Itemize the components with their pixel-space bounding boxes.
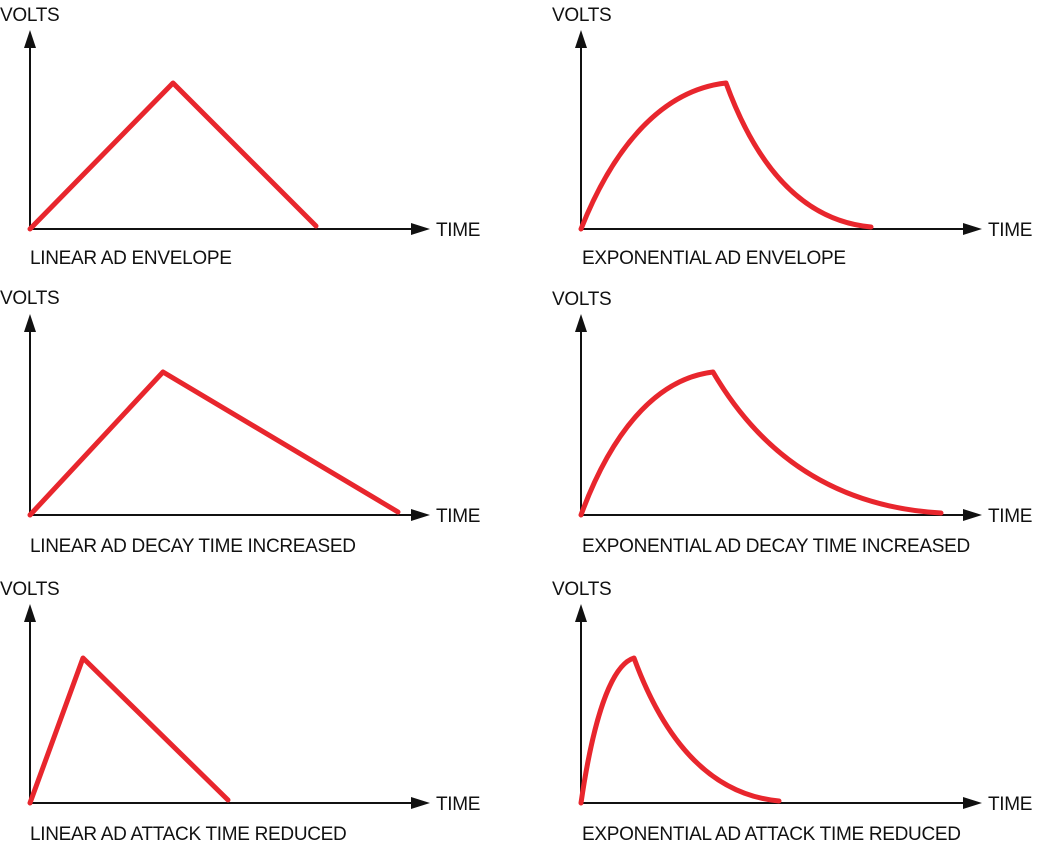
x-axis-label: TIME	[988, 220, 1032, 241]
envelope-curve	[578, 655, 782, 806]
x-axis-label: TIME	[988, 506, 1032, 527]
envelope-curve	[578, 369, 944, 518]
x-axis-arrow-icon	[963, 509, 982, 521]
x-axis-arrow-icon	[963, 797, 982, 809]
x-axis-label: TIME	[436, 220, 480, 241]
panel-caption: EXPONENTIAL AD ENVELOPE	[582, 248, 846, 269]
y-axis-label: VOLTS	[0, 5, 59, 26]
panel-caption: LINEAR AD DECAY TIME INCREASED	[30, 536, 356, 557]
envelope-curve	[27, 369, 401, 518]
panel-linear-ad-decay-time-increased: VOLTS TIME LINEAR AD DECAY TIME INCREASE…	[0, 288, 480, 557]
y-axis-label: VOLTS	[0, 288, 59, 309]
envelope-curve	[27, 655, 231, 806]
panel-caption: EXPONENTIAL AD DECAY TIME INCREASED	[582, 536, 970, 557]
y-axis-arrow-icon	[575, 314, 587, 332]
x-axis-arrow-icon	[411, 797, 430, 809]
panel-exponential-ad-envelope: VOLTS TIME EXPONENTIAL AD ENVELOPE	[552, 5, 1032, 269]
panel-exponential-ad-attack-time-reduced: VOLTS TIME EXPONENTIAL AD ATTACK TIME RE…	[552, 579, 1032, 845]
x-axis-label: TIME	[436, 506, 480, 527]
panel-caption: LINEAR AD ENVELOPE	[30, 248, 232, 269]
panel-exponential-ad-decay-time-increased: VOLTS TIME EXPONENTIAL AD DECAY TIME INC…	[552, 289, 1032, 557]
panel-linear-ad-envelope: VOLTS TIME LINEAR AD ENVELOPE	[0, 5, 480, 269]
x-axis-label: TIME	[988, 794, 1032, 815]
envelope-curve	[578, 80, 874, 232]
y-axis-arrow-icon	[24, 314, 36, 332]
x-axis-label: TIME	[436, 794, 480, 815]
envelope-curve	[27, 80, 319, 232]
y-axis-arrow-icon	[24, 604, 36, 622]
x-axis-arrow-icon	[411, 509, 430, 521]
y-axis-label: VOLTS	[0, 579, 59, 600]
y-axis-arrow-icon	[575, 30, 587, 48]
y-axis-label: VOLTS	[552, 5, 611, 26]
panel-caption: LINEAR AD ATTACK TIME REDUCED	[30, 824, 346, 845]
y-axis-label: VOLTS	[552, 579, 611, 600]
y-axis-label: VOLTS	[552, 289, 611, 310]
panel-caption: EXPONENTIAL AD ATTACK TIME REDUCED	[582, 824, 961, 845]
y-axis-arrow-icon	[24, 30, 36, 48]
panel-linear-ad-attack-time-reduced: VOLTS TIME LINEAR AD ATTACK TIME REDUCED	[0, 579, 480, 845]
x-axis-arrow-icon	[411, 223, 430, 235]
x-axis-arrow-icon	[963, 223, 982, 235]
y-axis-arrow-icon	[575, 604, 587, 622]
